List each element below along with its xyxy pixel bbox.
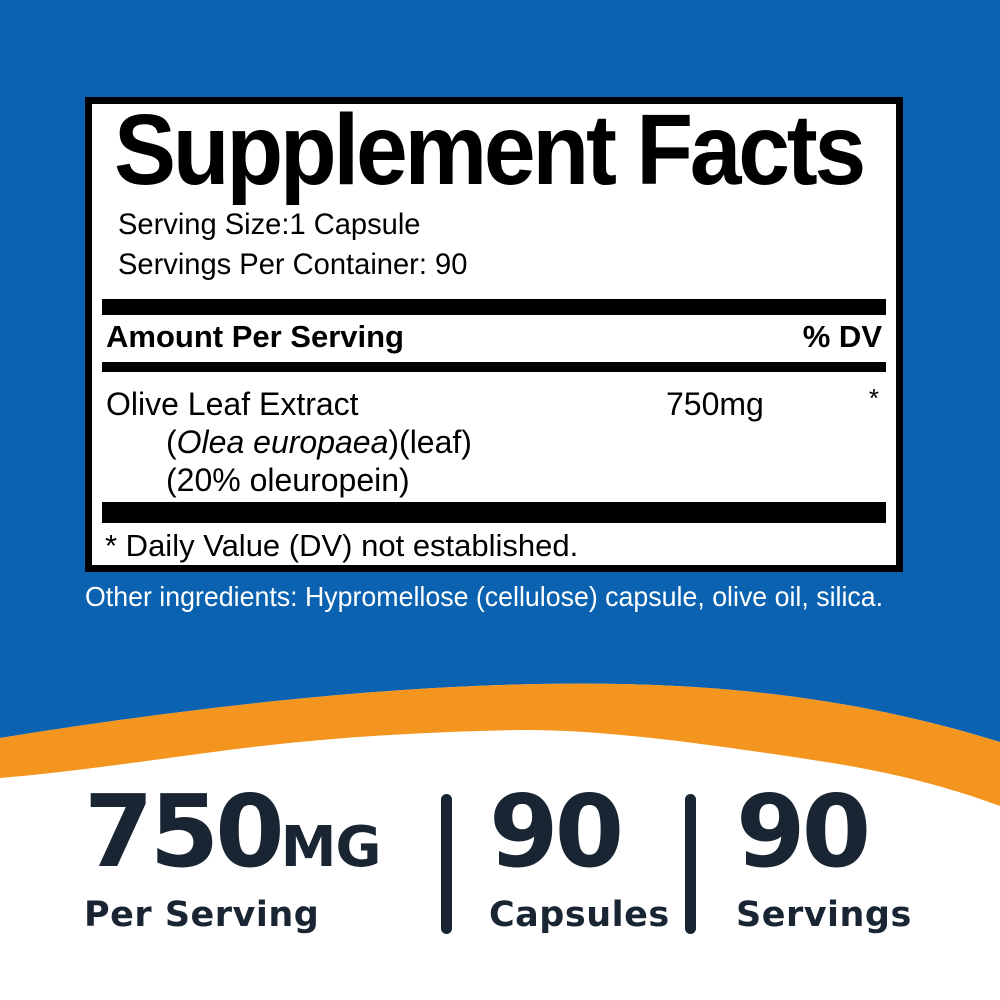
- wave-brush-texture: [785, 743, 832, 758]
- serving-size-line: Serving Size:1 Capsule: [118, 208, 421, 241]
- amount-per-serving-header: Amount Per Serving: [106, 319, 404, 354]
- wave-orange-band: [0, 683, 1000, 806]
- stat-dosage-label: Per Serving: [84, 895, 320, 935]
- botanical-open-paren: (: [166, 424, 177, 460]
- thick-rule-bottom: [102, 502, 886, 523]
- stat-capsules: 90 Capsules: [489, 782, 670, 936]
- stat-servings-value-row: 90: [736, 782, 912, 882]
- stat-divider-1: [441, 794, 452, 934]
- ingredient-amount: 750mg: [666, 386, 764, 422]
- wave-blue-shape: [0, 610, 1000, 742]
- wave-graphic: [0, 610, 1000, 806]
- stat-dosage-value: 750: [84, 773, 285, 890]
- stat-servings: 90 Servings: [736, 782, 912, 936]
- stat-dosage-value-row: 750MG: [84, 782, 382, 882]
- percent-dv-header: % DV: [802, 319, 882, 354]
- stat-servings-label: Servings: [736, 895, 912, 935]
- stat-capsules-value-row: 90: [489, 782, 670, 882]
- supplement-facts-panel: Supplement Facts Serving Size:1 Capsule …: [85, 97, 903, 572]
- botanical-name-line: (Olea europaea)(leaf): [166, 423, 882, 461]
- other-ingredients-line: Other ingredients: Hypromellose (cellulo…: [85, 581, 884, 612]
- servings-per-container-line: Servings Per Container: 90: [118, 248, 468, 281]
- dv-footnote: * Daily Value (DV) not established.: [105, 528, 579, 563]
- stat-dosage-unit: MG: [280, 815, 382, 880]
- stat-divider-2: [685, 794, 696, 934]
- ingredient-name: Olive Leaf Extract: [106, 386, 359, 422]
- ingredient-dv-asterisk: *: [868, 383, 879, 413]
- medium-rule-header: [102, 362, 886, 372]
- stat-servings-value: 90: [736, 773, 871, 890]
- standardization-line: (20% oleuropein): [166, 462, 410, 498]
- panel-title: Supplement Facts: [114, 94, 866, 206]
- thick-rule-top: [102, 299, 886, 315]
- botanical-plant-part: )(leaf): [388, 424, 472, 460]
- ingredient-row: Olive Leaf Extract 750mg *: [106, 383, 882, 423]
- stat-capsules-label: Capsules: [489, 895, 670, 935]
- botanical-latin-name: Olea europaea: [176, 424, 389, 460]
- stat-capsules-value: 90: [489, 773, 624, 890]
- stat-dosage: 750MG Per Serving: [84, 782, 382, 936]
- column-header-row: Amount Per Serving % DV: [106, 318, 882, 355]
